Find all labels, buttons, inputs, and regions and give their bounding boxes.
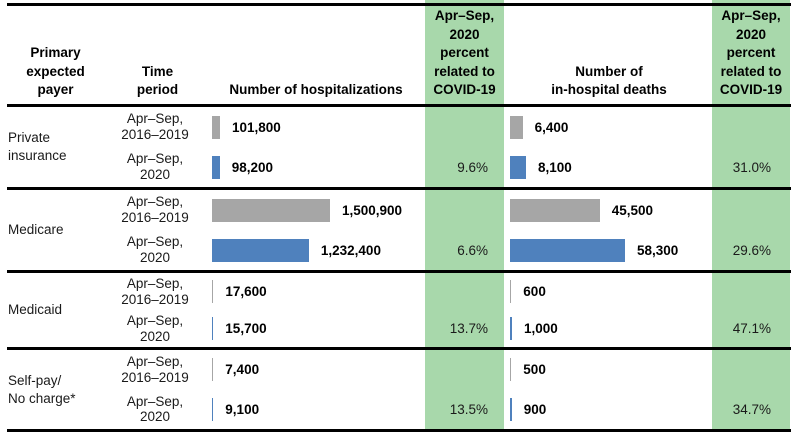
payer-group-private-insurance: Private insurance Apr–Sep, 2016–2019 101… xyxy=(0,107,795,187)
covid-percent-hospitalizations: 9.6% xyxy=(457,159,488,175)
covid-percent-hospitalizations: 13.7% xyxy=(449,321,488,336)
hospitalizations-bar-cell: 101,800 xyxy=(212,107,422,147)
deaths-bar-cell: 6,400 xyxy=(510,107,710,147)
header-number-of-hospitalizations: Number of hospitalizations xyxy=(229,82,403,98)
deaths-value: 45,500 xyxy=(611,202,654,218)
hospitalizations-value: 98,200 xyxy=(231,159,274,175)
header-primary-expected-payer: Primary expected payer xyxy=(26,45,85,98)
hospitalizations-bar-cell: 98,200 xyxy=(212,147,422,187)
time-period-label: Apr–Sep, 2020 xyxy=(126,234,184,265)
row-separator-line xyxy=(7,187,791,190)
deaths-bar-2016-2019 xyxy=(510,280,512,303)
hospitalizations-value: 1,500,900 xyxy=(342,202,403,218)
deaths-value: 1,000 xyxy=(523,321,558,336)
payer-label: Private insurance xyxy=(8,130,67,163)
deaths-bar-2020 xyxy=(510,397,512,421)
time-period-label: Apr–Sep, 2020 xyxy=(126,393,184,425)
deaths-bar-2016-2019 xyxy=(510,358,512,382)
row-separator-line xyxy=(7,270,791,273)
time-period-label: Apr–Sep, 2016–2019 xyxy=(121,275,189,307)
row-separator-line xyxy=(7,347,791,350)
deaths-bar-2020 xyxy=(510,238,625,262)
hospitalizations-value: 101,800 xyxy=(232,119,281,135)
hospitalizations-bar-cell: 1,232,400 xyxy=(212,230,422,270)
hospitalizations-value: 9,100 xyxy=(225,401,260,417)
header-covid-percent-deaths: Apr–Sep, 2020 percent related to COVID-1… xyxy=(719,7,783,98)
payer-group-self-pay-no-charge: Self-pay/ No charge* Apr–Sep, 2016–2019 … xyxy=(0,350,795,429)
time-period-label: Apr–Sep, 2016–2019 xyxy=(121,194,189,225)
deaths-bar-cell: 1,000 xyxy=(510,310,710,347)
hospitalizations-value: 17,600 xyxy=(225,284,267,299)
covid-percent-hosp-column-highlight xyxy=(425,0,504,432)
payer-label: Medicaid xyxy=(8,302,63,318)
hospitalizations-bar-cell: 17,600 xyxy=(212,273,422,310)
hospitalizations-bar-2016-2019 xyxy=(212,280,214,303)
hospitalizations-bar-cell: 9,100 xyxy=(212,390,422,430)
header-time-period: Time period xyxy=(136,63,179,98)
deaths-bar-cell: 58,300 xyxy=(510,230,710,270)
hospitalizations-bar-2016-2019 xyxy=(212,198,330,222)
deaths-value: 58,300 xyxy=(637,242,679,258)
hospitalizations-bar-2016-2019 xyxy=(212,115,220,139)
table-top-border-line xyxy=(7,3,791,6)
payer-label: Self-pay/ No charge* xyxy=(8,372,76,406)
deaths-value: 600 xyxy=(523,284,546,299)
hospitalizations-value: 15,700 xyxy=(225,321,267,336)
payer-group-medicare: Medicare Apr–Sep, 2016–2019 1,500,900 45… xyxy=(0,190,795,270)
hospitalizations-bar-2020 xyxy=(212,317,214,340)
covid-percent-hospitalizations: 6.6% xyxy=(457,242,488,258)
covid-percent-deaths: 29.6% xyxy=(732,242,771,258)
header-separator-line xyxy=(7,104,791,107)
covid-percent-hospitalizations: 13.5% xyxy=(449,401,488,417)
header-covid-percent-hospitalizations: Apr–Sep, 2020 percent related to COVID-1… xyxy=(433,7,496,98)
hospitalizations-bar-cell: 7,400 xyxy=(212,350,422,390)
table-row: Apr–Sep, 2020 9,100 13.5% 900 34.7% xyxy=(0,390,795,430)
deaths-bar-2016-2019 xyxy=(510,115,523,139)
deaths-bar-cell: 900 xyxy=(510,390,710,430)
table-row: Apr–Sep, 2020 98,200 9.6% 8,100 31.0% xyxy=(0,147,795,187)
deaths-bar-2020 xyxy=(510,317,512,340)
time-period-label: Apr–Sep, 2020 xyxy=(126,151,184,182)
hospitalizations-bar-2020 xyxy=(212,238,309,262)
deaths-bar-2020 xyxy=(510,155,526,179)
payer-label: Medicare xyxy=(8,222,64,238)
deaths-value: 6,400 xyxy=(534,119,569,135)
deaths-value: 500 xyxy=(523,362,546,378)
hospitalizations-value: 1,232,400 xyxy=(320,242,381,258)
table-row: Apr–Sep, 2016–2019 1,500,900 45,500 xyxy=(0,190,795,230)
header-number-of-in-hospital-deaths: Number of in-hospital deaths xyxy=(551,63,667,98)
table-row: Apr–Sep, 2016–2019 101,800 6,400 xyxy=(0,107,795,147)
covid-percent-deaths-column-highlight xyxy=(712,0,790,432)
payer-group-medicaid: Medicaid Apr–Sep, 2016–2019 17,600 600 A… xyxy=(0,273,795,347)
covid-percent-deaths: 34.7% xyxy=(732,401,771,417)
table-bottom-border-line xyxy=(7,429,791,432)
hospitalizations-value: 7,400 xyxy=(225,362,260,378)
deaths-bar-cell: 45,500 xyxy=(510,190,710,230)
deaths-value: 900 xyxy=(523,401,547,417)
covid-percent-deaths: 47.1% xyxy=(732,321,771,336)
table-row: Apr–Sep, 2020 1,232,400 6.6% 58,300 29.6… xyxy=(0,230,795,270)
hospitalizations-bar-cell: 15,700 xyxy=(212,310,422,347)
deaths-value: 8,100 xyxy=(537,159,572,175)
deaths-bar-cell: 500 xyxy=(510,350,710,390)
table-row: Apr–Sep, 2016–2019 17,600 600 xyxy=(0,273,795,310)
deaths-bar-cell: 600 xyxy=(510,273,710,310)
deaths-bar-cell: 8,100 xyxy=(510,147,710,187)
covid-percent-deaths: 31.0% xyxy=(732,159,771,175)
time-period-label: Apr–Sep, 2016–2019 xyxy=(121,111,189,142)
hospitalizations-bar-2020 xyxy=(212,155,220,179)
table-row: Apr–Sep, 2016–2019 7,400 500 xyxy=(0,350,795,390)
time-period-label: Apr–Sep, 2020 xyxy=(126,312,184,344)
hospitalizations-bar-2020 xyxy=(212,397,214,421)
deaths-bar-2016-2019 xyxy=(510,198,600,222)
table-row: Apr–Sep, 2020 15,700 13.7% 1,000 47.1% xyxy=(0,310,795,347)
time-period-label: Apr–Sep, 2016–2019 xyxy=(121,354,189,385)
hospitalizations-bar-cell: 1,500,900 xyxy=(212,190,422,230)
hospitalizations-bar-2016-2019 xyxy=(212,358,214,382)
